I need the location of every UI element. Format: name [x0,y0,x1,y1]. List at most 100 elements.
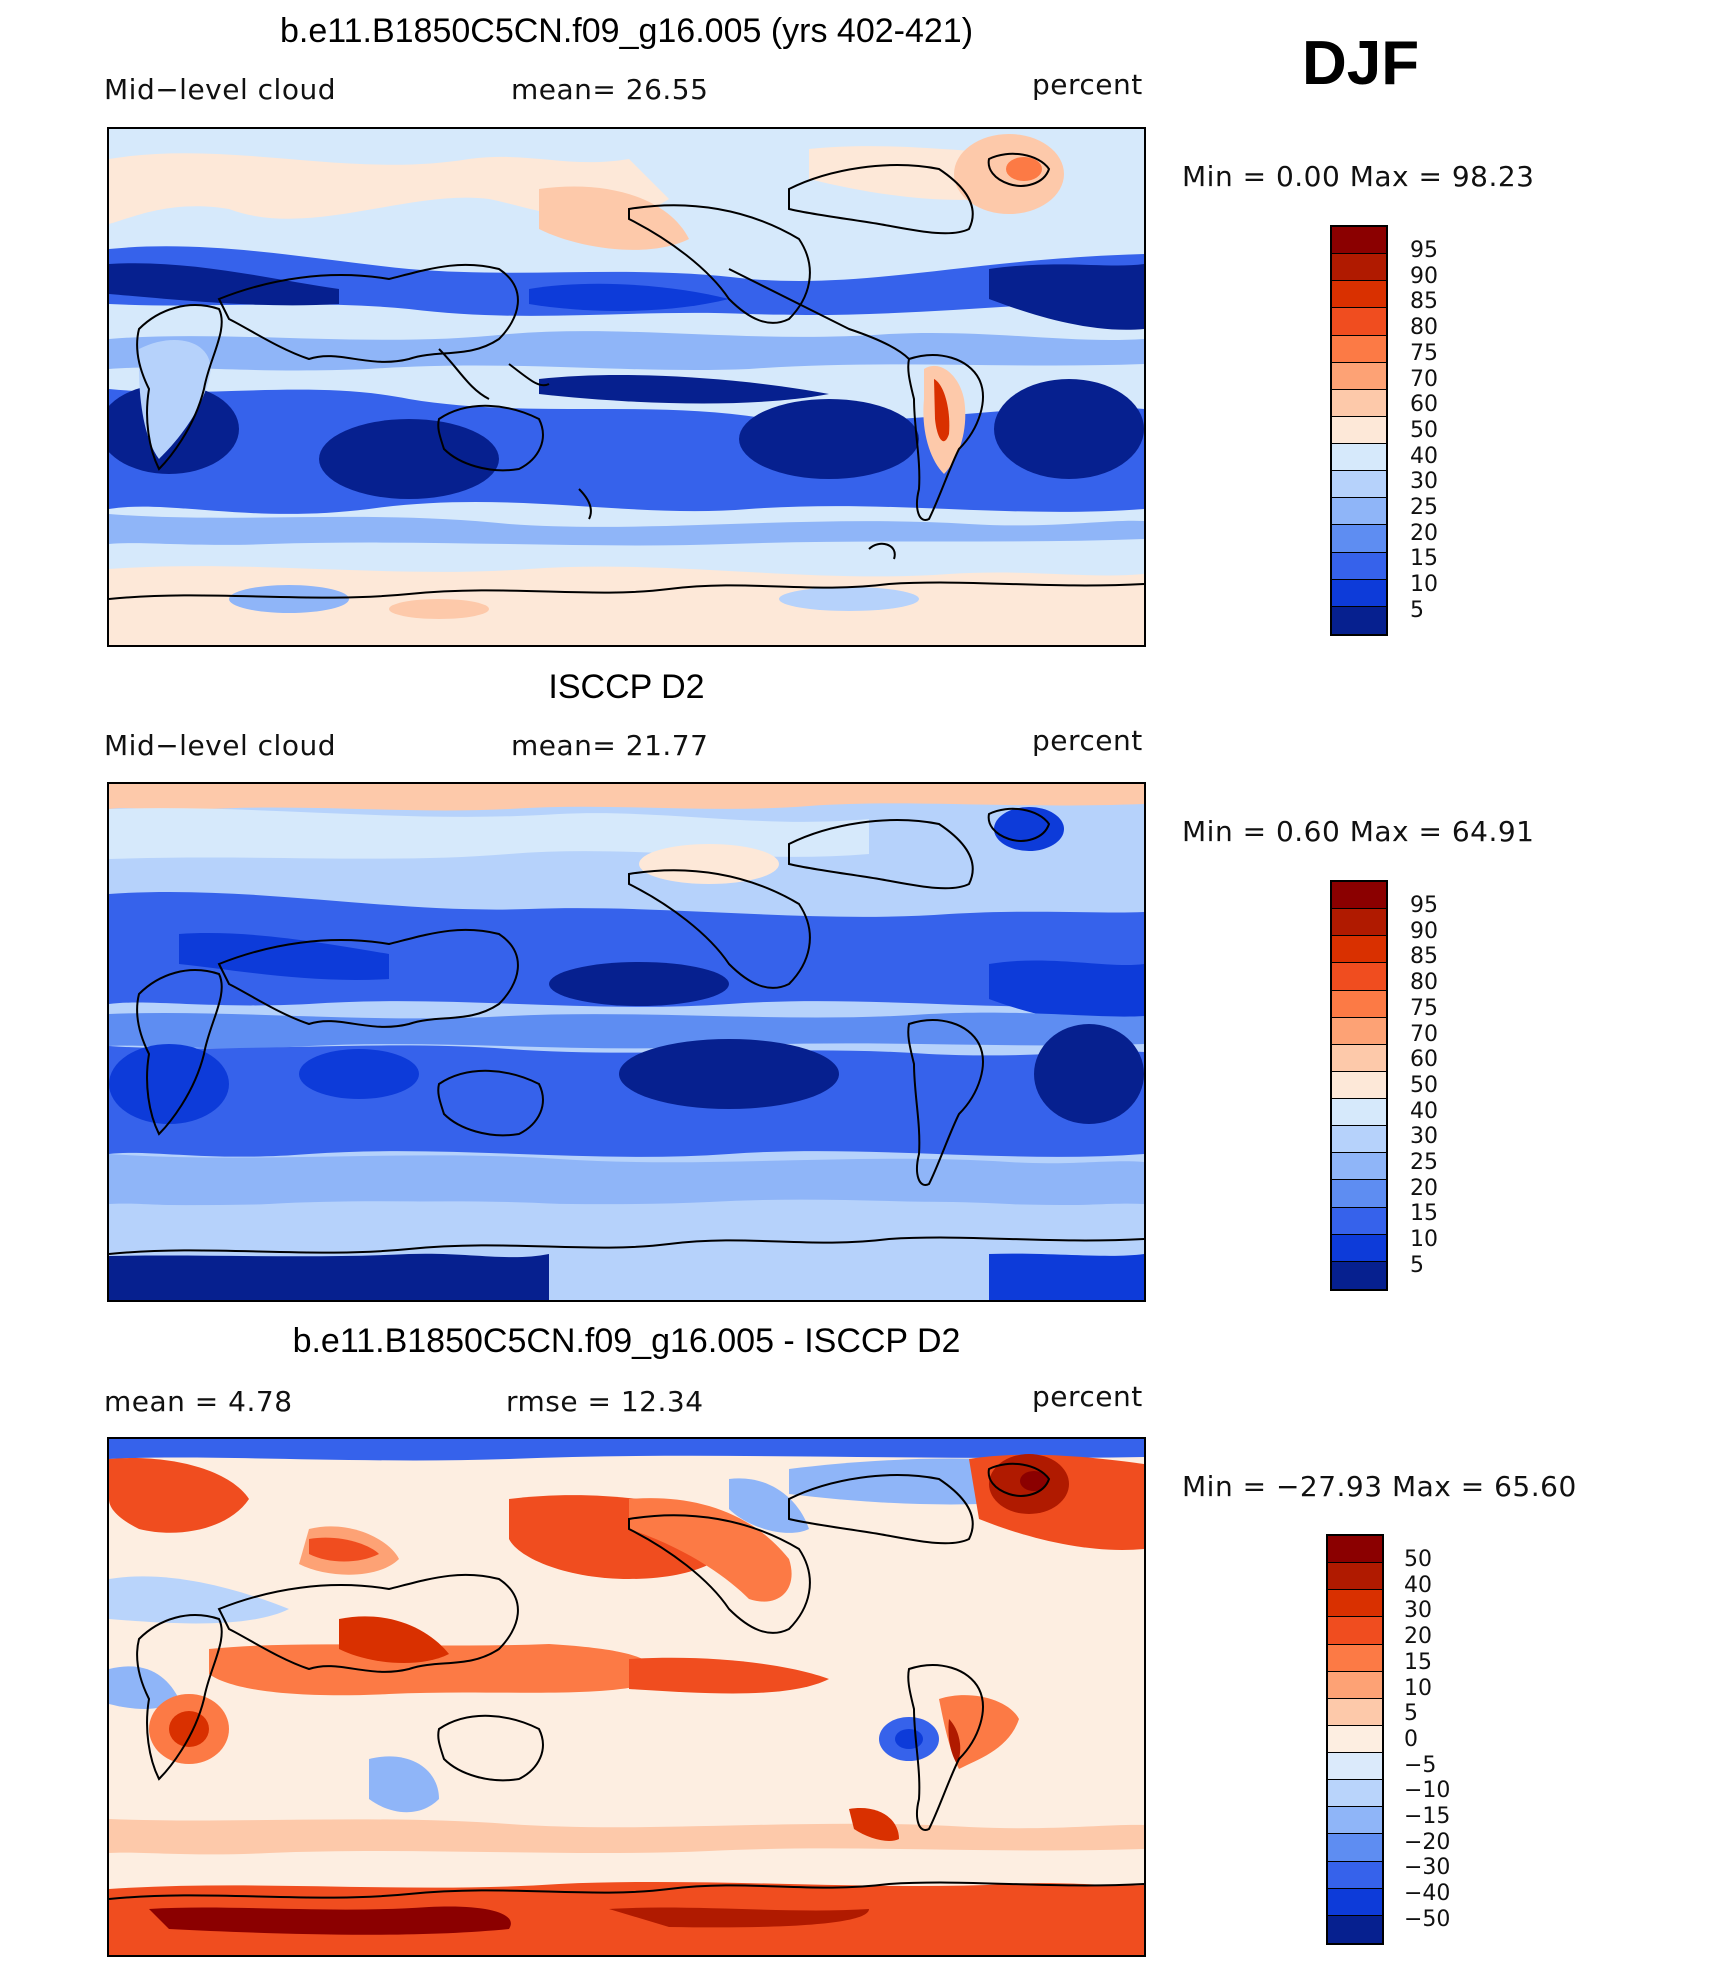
colorbar-swatch [1332,1207,1386,1235]
colorbar-swatch [1328,1671,1382,1699]
panel3-cb-label: 30 [1404,1598,1432,1624]
panel3-mean-label: mean = 4.78 [104,1385,293,1418]
panel1-cb-label: 5 [1410,597,1424,623]
panel3-cb-label: −10 [1404,1778,1451,1804]
colorbar-swatch [1332,1234,1386,1262]
panel1-cb-label: 25 [1410,495,1438,520]
panel2-cb-label: 95 [1410,893,1438,918]
panel1-cb-label: 50 [1410,417,1438,443]
colorbar-swatch [1332,1126,1386,1154]
panel1-colorbar [1330,225,1388,636]
panel2-units-label: percent [1032,724,1143,757]
panel3-cb-label: −20 [1404,1829,1451,1855]
panel3-rmse-label: rmse = 12.34 [506,1385,704,1418]
panel2-cb-label: 30 [1410,1124,1438,1150]
panel3-cb-label: 20 [1404,1624,1432,1650]
panel2-map [107,782,1146,1302]
colorbar-swatch [1332,1044,1386,1072]
panel2-cb-label: 80 [1410,970,1438,996]
panel2-cb-label: 10 [1410,1227,1438,1253]
colorbar-swatch [1332,990,1386,1018]
panel1-cb-label: 75 [1410,340,1438,366]
colorbar-swatch [1332,281,1386,309]
panel1-min-max: Min = 0.00 Max = 98.23 [1182,160,1535,193]
panel2-min-max: Min = 0.60 Max = 64.91 [1182,815,1535,848]
panel1-cb-label: 10 [1410,572,1438,598]
panel3-map [107,1437,1146,1957]
panel1-cb-label: 70 [1410,366,1438,392]
panel2-mean-label: mean= 21.77 [511,729,709,762]
colorbar-swatch [1328,1536,1382,1564]
panel3-cb-label: −15 [1404,1804,1451,1829]
panel1-cb-label: 20 [1410,520,1438,546]
panel1-title: b.e11.B1850C5CN.f09_g16.005 (yrs 402-421… [279,12,974,50]
panel3-cb-label: −50 [1404,1906,1451,1932]
colorbar-swatch [1328,1698,1382,1726]
colorbar-swatch [1332,471,1386,499]
colorbar-swatch [1328,1563,1382,1591]
colorbar-swatch [1332,254,1386,282]
panel1-cb-label: 80 [1410,315,1438,341]
panel3-cb-label: 10 [1404,1675,1432,1701]
colorbar-swatch [1328,1780,1382,1808]
colorbar-swatch [1332,525,1386,553]
panel1-cb-label: 30 [1410,469,1438,495]
panel3-units-label: percent [1032,1380,1143,1413]
panel1-map [107,127,1146,647]
panel1-cb-label: 90 [1410,263,1438,289]
panel2-cb-label: 50 [1410,1072,1438,1098]
panel1-units-label: percent [1032,68,1143,101]
colorbar-swatch [1332,444,1386,472]
colorbar-swatch [1332,1017,1386,1045]
panel2-cb-label: 75 [1410,995,1438,1021]
colorbar-swatch [1328,1617,1382,1645]
colorbar-swatch [1332,882,1386,910]
panel3-min-max: Min = −27.93 Max = 65.60 [1182,1470,1577,1503]
colorbar-swatch [1328,1861,1382,1889]
colorbar-swatch [1332,936,1386,964]
panel1-cb-label: 15 [1410,546,1438,572]
panel2-colorbar [1330,880,1388,1291]
colorbar-swatch [1332,1099,1386,1127]
colorbar-swatch [1332,335,1386,363]
panel2-cb-label: 60 [1410,1047,1438,1073]
colorbar-swatch [1328,1590,1382,1618]
panel3-cb-label: 0 [1404,1726,1418,1752]
panel2-title: ISCCP D2 [548,668,705,706]
colorbar-swatch [1332,1180,1386,1208]
panel1-cb-label: 95 [1410,238,1438,263]
panel2-cb-label: 90 [1410,918,1438,944]
panel2-cb-label: 70 [1410,1021,1438,1047]
colorbar-swatch [1332,579,1386,607]
colorbar-swatch [1332,1071,1386,1099]
colorbar-swatch [1332,552,1386,580]
panel3-cb-label: 50 [1404,1547,1432,1572]
panel3-cb-label: −40 [1404,1881,1451,1907]
panel1-variable-label: Mid−level cloud [104,73,336,106]
colorbar-swatch [1332,362,1386,390]
panel3-colorbar [1326,1534,1384,1945]
panel2-cb-label: 40 [1410,1098,1438,1124]
season-label: DJF [1302,29,1420,98]
panel2-cb-label: 15 [1410,1201,1438,1227]
panel2-cb-label: 85 [1410,944,1438,970]
panel3-cb-label: −30 [1404,1855,1451,1881]
panel3-cb-label: 40 [1404,1572,1432,1598]
colorbar-swatch [1332,909,1386,937]
colorbar-swatch [1332,606,1386,634]
panel3-cb-label: 15 [1404,1649,1432,1675]
colorbar-swatch [1332,416,1386,444]
panel2-cb-label: 20 [1410,1175,1438,1201]
colorbar-swatch [1328,1834,1382,1862]
colorbar-swatch [1328,1753,1382,1781]
panel1-mean-label: mean= 26.55 [511,73,709,106]
colorbar-swatch [1332,389,1386,417]
colorbar-swatch [1328,1807,1382,1835]
panel1-cb-label: 85 [1410,289,1438,315]
colorbar-swatch [1332,227,1386,255]
panel3-cb-label: 5 [1404,1701,1418,1727]
panel2-variable-label: Mid−level cloud [104,729,336,762]
colorbar-swatch [1332,1153,1386,1181]
colorbar-swatch [1328,1888,1382,1916]
colorbar-swatch [1332,498,1386,526]
